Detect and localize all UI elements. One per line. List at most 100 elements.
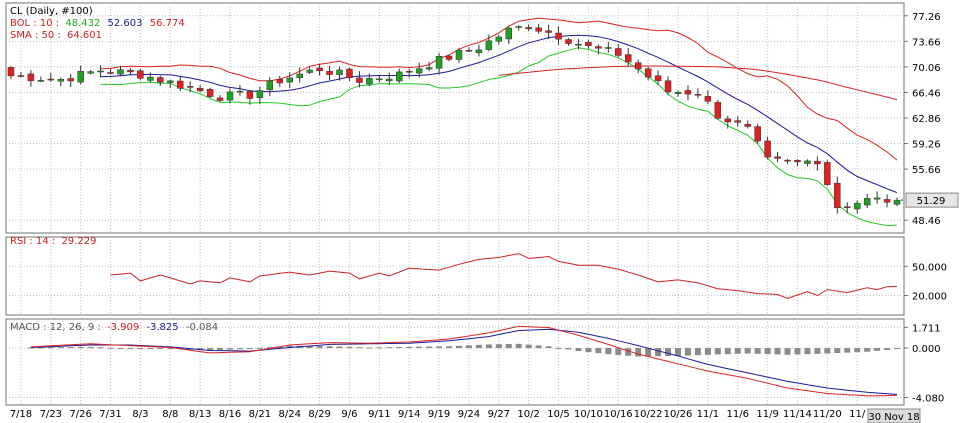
macd-histogram-bar — [47, 347, 54, 349]
bol-legend-lower: 48.432 — [65, 18, 100, 29]
candle-body — [485, 40, 493, 50]
bollinger-lower-line — [100, 47, 898, 227]
macd-histogram-bar — [246, 348, 253, 350]
price-tick-label: 62.86 — [912, 114, 941, 125]
candle-body — [455, 50, 463, 60]
candle-body — [376, 78, 383, 81]
price-tick-label: 48.46 — [912, 216, 941, 227]
candle-body — [37, 80, 45, 82]
macd-histogram-bar — [236, 348, 243, 350]
macd-histogram-bar — [525, 344, 532, 349]
candle-body — [873, 197, 881, 200]
candle-body — [57, 79, 64, 82]
date-badge-box — [867, 408, 921, 423]
macd-histogram-bar — [884, 348, 891, 350]
macd-histogram-bar — [286, 345, 293, 349]
macd-histogram-bar — [276, 346, 283, 349]
candle-body — [425, 67, 433, 70]
macd-histogram-bar — [565, 348, 572, 350]
candle-body — [396, 71, 403, 82]
macd-histogram-bar — [684, 348, 691, 356]
x-tick-label: 9/6 — [341, 409, 357, 420]
macd-histogram-bar — [376, 347, 383, 349]
price-tick-label: 70.06 — [912, 63, 941, 74]
candle-body — [575, 43, 582, 46]
rsi-legend-text: RSI : 14 : 29.229 — [10, 236, 96, 247]
x-tick-label: 7/26 — [69, 409, 91, 420]
candle-body — [17, 75, 25, 77]
candle-body — [794, 160, 801, 163]
candle-body — [734, 120, 741, 123]
macd-histogram-bar — [824, 348, 831, 354]
candle-body — [445, 55, 453, 60]
candle-body — [804, 160, 811, 164]
candle-body — [336, 69, 343, 75]
x-tick-label: 10/16 — [604, 409, 633, 420]
x-tick-label: 9/24 — [458, 409, 480, 420]
candle-body — [167, 80, 174, 83]
macd-histogram-bar — [396, 347, 403, 349]
macd-histogram-bar — [545, 346, 552, 349]
candle-body — [724, 118, 732, 123]
macd-histogram-bar — [356, 347, 363, 349]
bol-legend-mid: 52.603 — [108, 18, 143, 29]
macd-panel-frame — [5, 318, 905, 406]
macd-histogram-bar — [585, 348, 592, 353]
candle-body — [326, 70, 333, 75]
macd-histogram-bar — [854, 348, 861, 353]
candle-body — [107, 72, 114, 74]
candle-body — [605, 47, 612, 49]
x-tick-label: 7/18 — [10, 409, 32, 420]
candle-body — [127, 70, 134, 73]
macd-histogram-bar — [37, 347, 44, 349]
macd-legend-label: MACD : 12, 26, 9 : — [10, 322, 101, 333]
macd-histogram-bar — [227, 348, 233, 350]
macd-legend-macd: -3.909 — [107, 322, 139, 333]
macd-histogram-bar — [346, 346, 353, 349]
macd-histogram-bar — [495, 344, 502, 349]
rsi-legend-label: RSI : 14 : — [10, 236, 55, 247]
bollinger-mid-line — [100, 34, 898, 194]
macd-histogram-bar — [635, 348, 642, 357]
macd-histogram-bar — [217, 348, 224, 351]
candle-body — [306, 69, 313, 73]
macd-histogram-bar — [605, 348, 612, 355]
sma-legend-value: 64.601 — [67, 30, 102, 41]
macd-histogram-bar — [535, 345, 542, 349]
macd-histogram-bar — [724, 348, 731, 355]
macd-histogram-bar — [665, 348, 672, 357]
macd-histogram-bar — [57, 347, 64, 349]
x-tick-label: 10/10 — [574, 409, 603, 420]
last-price-label: 51.29 — [917, 196, 946, 207]
macd-legend-text: MACD : 12, 26, 9 : -3.909 -3.825 -0.084 — [10, 322, 218, 333]
macd-histogram-bar — [27, 347, 34, 349]
candle-body — [684, 90, 692, 95]
macd-histogram-bar — [784, 348, 791, 355]
x-tick-label: 8/13 — [189, 409, 211, 420]
bol-legend-label: BOL : 10 : — [10, 18, 59, 29]
macd-histogram-bar — [475, 344, 482, 349]
macd-line — [30, 325, 898, 397]
macd-histogram-bar — [326, 346, 333, 349]
sma-50-line — [498, 65, 898, 101]
candle-body — [286, 77, 293, 83]
x-tick-label: 10/5 — [547, 409, 569, 420]
macd-histogram-bar — [426, 346, 433, 349]
macd-histogram-bar — [714, 348, 721, 355]
candle-body — [386, 78, 393, 82]
rsi-panel — [110, 253, 898, 299]
macd-histogram-bar — [794, 348, 801, 355]
rsi-legend: RSI : 14 : 29.229 — [10, 236, 96, 247]
symbol-label: CL (Daily, #100) — [10, 6, 93, 17]
macd-histogram-bar — [704, 348, 711, 355]
grid-lines — [6, 3, 904, 405]
rsi-tick-label: 20.000 — [912, 292, 947, 303]
x-tick-label: 7/31 — [99, 409, 121, 420]
macd-legend: MACD : 12, 26, 9 : -3.909 -3.825 -0.084 — [10, 322, 218, 333]
rsi-tick-label: 50.000 — [912, 262, 947, 273]
x-tick-label: 11/20 — [813, 409, 842, 420]
macd-histogram-bar — [465, 345, 472, 349]
candle-body — [883, 199, 891, 203]
candle-body — [545, 30, 552, 33]
candle-body — [515, 26, 522, 28]
